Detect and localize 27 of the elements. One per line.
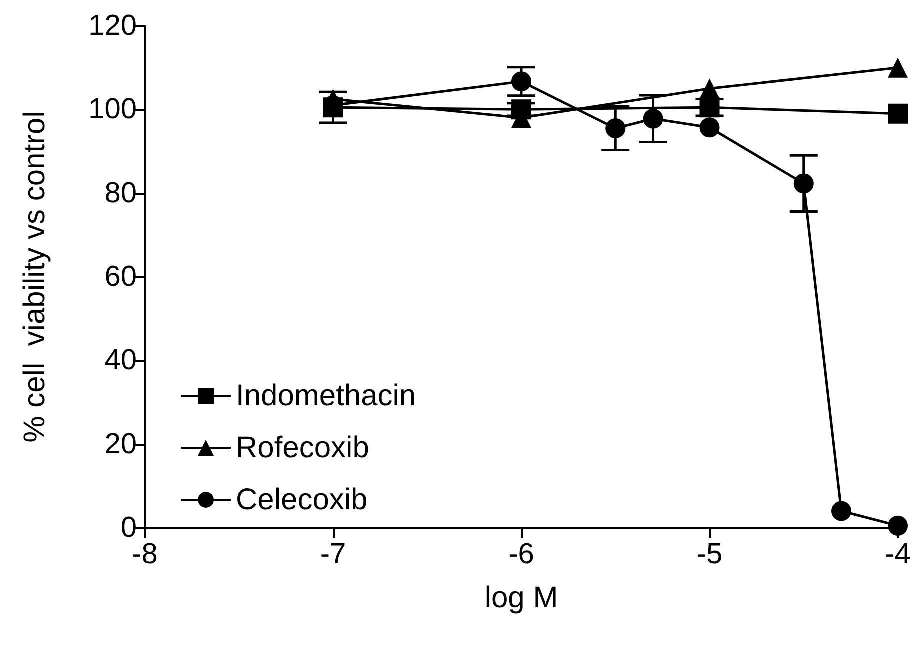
legend-label: Celecoxib — [236, 484, 368, 516]
point — [700, 118, 720, 138]
point — [512, 100, 532, 120]
point — [888, 104, 908, 124]
x-tick-label: -6 — [508, 538, 534, 570]
y-tick-label: 20 — [104, 428, 137, 460]
point — [888, 516, 908, 536]
y-tick-label: 60 — [104, 261, 137, 293]
x-tick-label: -5 — [696, 538, 723, 570]
legend-label: Rofecoxib — [236, 432, 370, 464]
point — [888, 58, 908, 78]
point — [832, 501, 852, 522]
legend-label: Indomethacin — [236, 380, 416, 412]
x-tick-label: -7 — [320, 538, 346, 570]
x-tick-label: -4 — [885, 538, 911, 570]
y-tick-label: 120 — [88, 10, 137, 42]
point — [794, 174, 814, 194]
point — [512, 72, 532, 92]
point — [606, 118, 626, 138]
point — [643, 108, 664, 129]
x-axis-title: log M — [484, 582, 558, 614]
y-tick-label: 80 — [104, 177, 137, 210]
y-tick-label: 100 — [88, 94, 137, 126]
point — [323, 98, 344, 118]
y-tick-label: 40 — [104, 344, 137, 377]
y-axis-title: % cell viability vs control — [18, 111, 52, 443]
point — [700, 98, 720, 118]
